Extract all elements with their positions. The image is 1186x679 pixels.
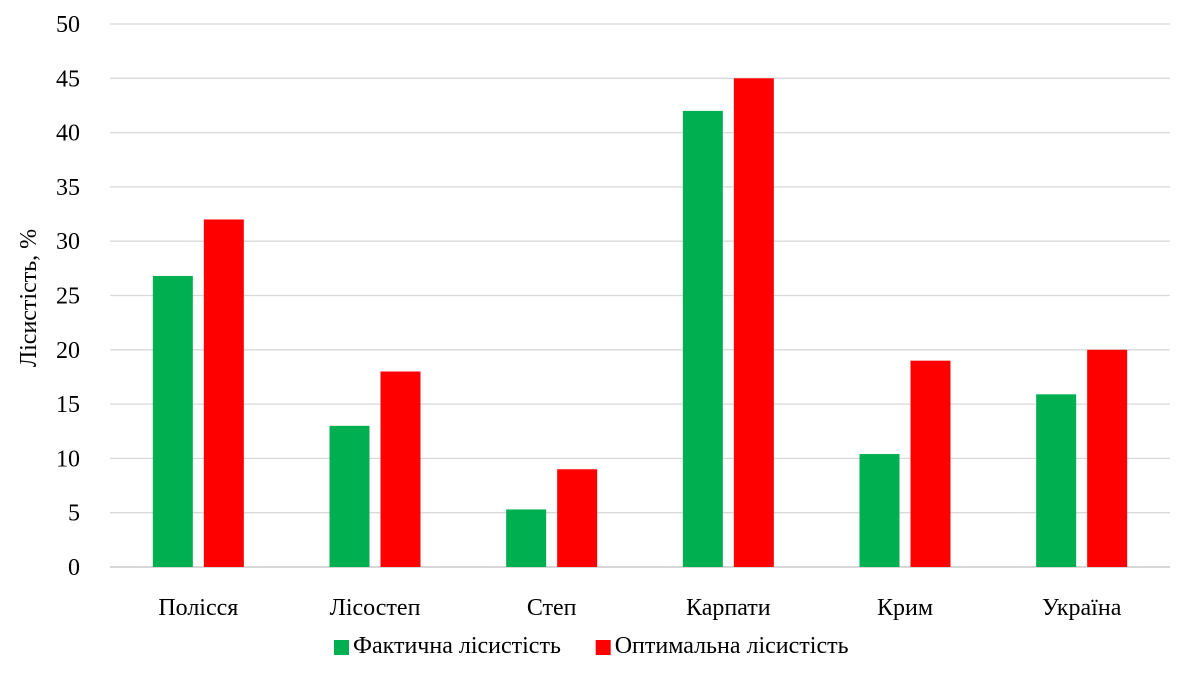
bars bbox=[153, 78, 1127, 567]
bar bbox=[1036, 394, 1076, 567]
bar bbox=[860, 454, 900, 567]
bar bbox=[381, 372, 421, 567]
x-category-label: Полісся bbox=[158, 595, 238, 621]
x-category-label: Карпати bbox=[686, 595, 771, 621]
x-category-label: Україна bbox=[1042, 595, 1122, 621]
bar bbox=[683, 111, 723, 567]
y-axis-ticks: 0 5 10 15 20 25 30 35 40 45 50 bbox=[56, 12, 80, 581]
x-category-label: Лісостеп bbox=[330, 595, 421, 621]
x-axis-categories: Полісся Лісостеп Степ Карпати Крим Україна bbox=[158, 595, 1121, 621]
y-tick-label: 20 bbox=[56, 338, 80, 364]
legend-label: Фактична лісистість bbox=[353, 633, 561, 659]
y-tick-label: 40 bbox=[56, 121, 80, 147]
legend-swatch bbox=[596, 640, 611, 655]
bar bbox=[911, 361, 951, 567]
bar bbox=[153, 276, 193, 567]
gridlines bbox=[110, 24, 1170, 567]
y-tick-label: 35 bbox=[56, 175, 80, 201]
bar bbox=[1087, 350, 1127, 567]
bar bbox=[506, 509, 546, 567]
y-tick-label: 5 bbox=[68, 501, 80, 527]
bar bbox=[330, 426, 370, 567]
y-tick-label: 45 bbox=[56, 66, 80, 92]
legend: Фактична лісистість Оптимальна лісистість bbox=[334, 633, 849, 659]
bar bbox=[557, 469, 597, 567]
y-tick-label: 10 bbox=[56, 446, 80, 472]
y-tick-label: 50 bbox=[56, 12, 80, 38]
x-category-label: Степ bbox=[527, 595, 577, 621]
y-tick-label: 25 bbox=[56, 284, 80, 310]
y-tick-label: 15 bbox=[56, 392, 80, 418]
y-tick-label: 0 bbox=[68, 555, 80, 581]
y-tick-label: 30 bbox=[56, 229, 80, 255]
legend-label: Оптимальна лісистість bbox=[615, 633, 849, 659]
bar bbox=[204, 219, 244, 567]
legend-swatch bbox=[334, 640, 349, 655]
y-axis-title: Лісистість, % bbox=[16, 229, 42, 367]
x-category-label: Крим bbox=[877, 595, 933, 621]
bar bbox=[734, 78, 774, 567]
